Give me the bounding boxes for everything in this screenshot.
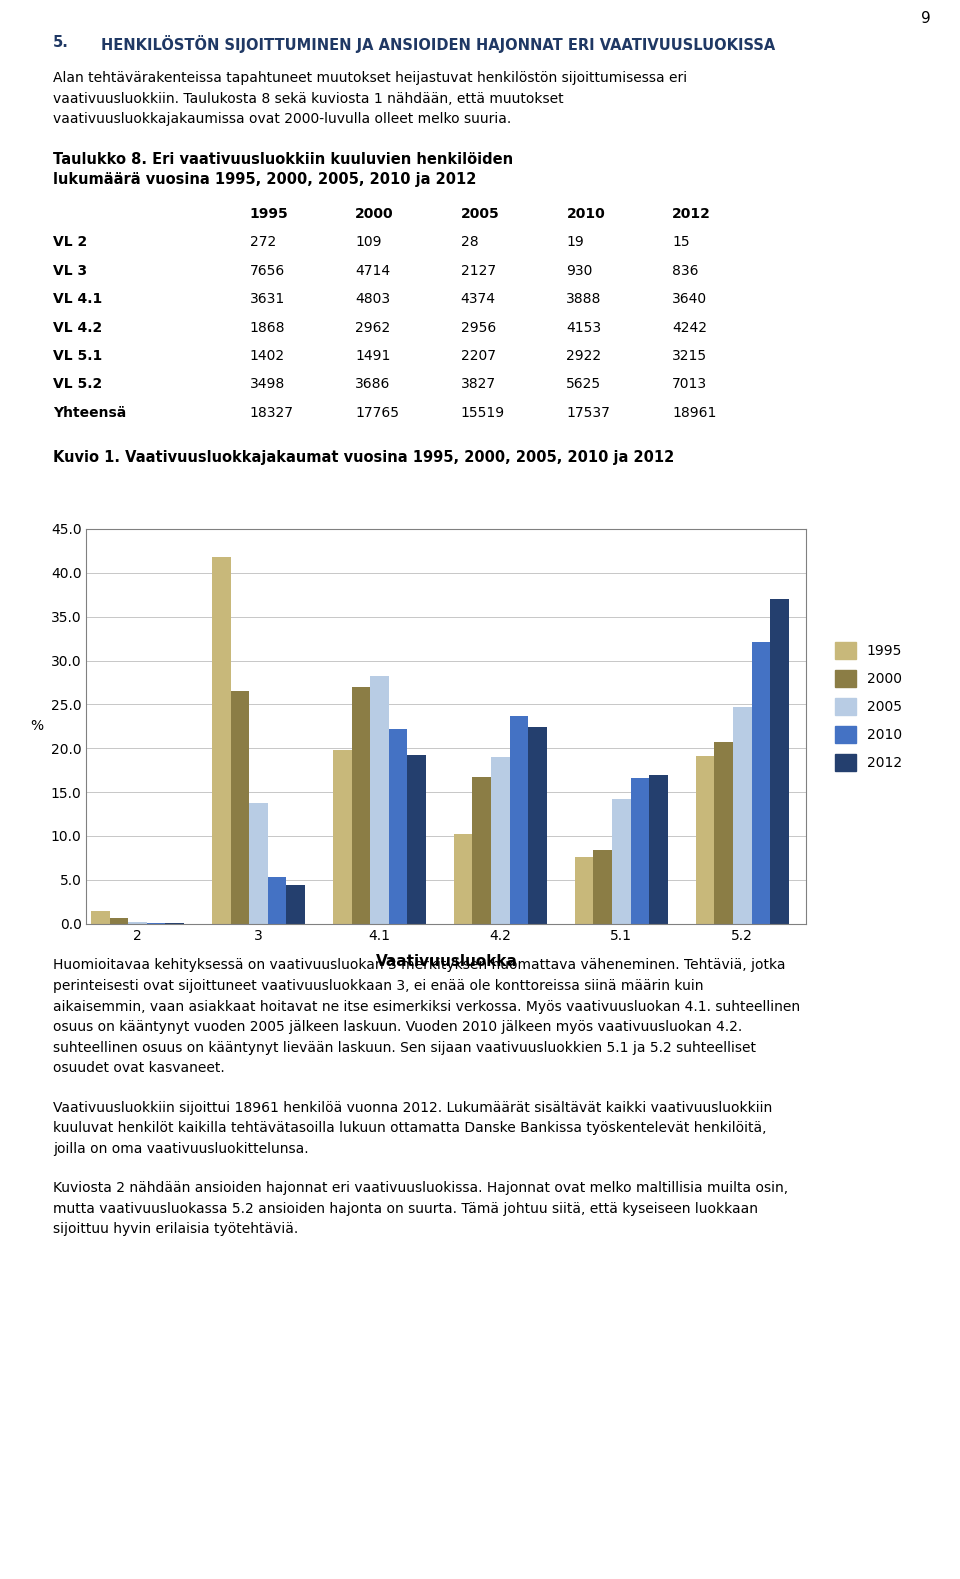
Text: Kuviosta 2 nähdään ansioiden hajonnat eri vaativuusluokissa. Hajonnat ovat melko: Kuviosta 2 nähdään ansioiden hajonnat er… bbox=[53, 1181, 788, 1195]
Bar bbox=[492, 756, 510, 924]
Text: 3827: 3827 bbox=[461, 377, 496, 392]
Bar bbox=[268, 878, 286, 924]
Text: vaativuusluokkiin. Taulukosta 8 sekä kuviosta 1 nähdään, että muutokset: vaativuusluokkiin. Taulukosta 8 sekä kuv… bbox=[53, 92, 564, 106]
Text: 19: 19 bbox=[566, 235, 584, 249]
Text: osuudet ovat kasvaneet.: osuudet ovat kasvaneet. bbox=[53, 1061, 225, 1075]
Bar bbox=[371, 676, 389, 924]
Text: aikaisemmin, vaan asiakkaat hoitavat ne itse esimerkiksi verkossa. Myös vaativuu: aikaisemmin, vaan asiakkaat hoitavat ne … bbox=[53, 1000, 800, 1014]
Bar bbox=[212, 557, 230, 924]
Text: 7013: 7013 bbox=[672, 377, 708, 392]
Text: 18327: 18327 bbox=[250, 406, 294, 420]
Text: 836: 836 bbox=[672, 264, 699, 278]
Bar bbox=[91, 911, 109, 924]
Bar bbox=[528, 728, 547, 924]
Text: 1868: 1868 bbox=[250, 321, 285, 335]
Text: Vaativuusluokkiin sijoittui 18961 henkilöä vuonna 2012. Lukumäärät sisältävät ka: Vaativuusluokkiin sijoittui 18961 henkil… bbox=[53, 1101, 772, 1115]
Text: 5625: 5625 bbox=[566, 377, 602, 392]
Text: 4374: 4374 bbox=[461, 292, 495, 306]
Bar bbox=[575, 857, 593, 924]
Text: osuus on kääntynyt vuoden 2005 jälkeen laskuun. Vuoden 2010 jälkeen myös vaativu: osuus on kääntynyt vuoden 2005 jälkeen l… bbox=[53, 1020, 742, 1034]
Text: 4714: 4714 bbox=[355, 264, 391, 278]
Text: 9: 9 bbox=[922, 11, 931, 25]
Text: 3640: 3640 bbox=[672, 292, 708, 306]
Bar bbox=[649, 775, 668, 924]
Text: 17537: 17537 bbox=[566, 406, 611, 420]
Text: 17765: 17765 bbox=[355, 406, 399, 420]
Text: 18961: 18961 bbox=[672, 406, 716, 420]
Text: 2956: 2956 bbox=[461, 321, 496, 335]
Text: 2922: 2922 bbox=[566, 349, 602, 363]
Text: joilla on oma vaativuusluokittelunsa.: joilla on oma vaativuusluokittelunsa. bbox=[53, 1142, 308, 1156]
Bar bbox=[407, 755, 426, 924]
Text: kuuluvat henkilöt kaikilla tehtävätasoilla lukuun ottamatta Danske Bankissa työs: kuuluvat henkilöt kaikilla tehtävätasoil… bbox=[53, 1121, 766, 1135]
Text: 3686: 3686 bbox=[355, 377, 391, 392]
Text: VL 5.2: VL 5.2 bbox=[53, 377, 102, 392]
Text: VL 2: VL 2 bbox=[53, 235, 87, 249]
Text: 2000: 2000 bbox=[355, 207, 394, 221]
Bar bbox=[286, 886, 305, 924]
Text: lukumäärä vuosina 1995, 2000, 2005, 2010 ja 2012: lukumäärä vuosina 1995, 2000, 2005, 2010… bbox=[53, 172, 476, 186]
Text: 7656: 7656 bbox=[250, 264, 285, 278]
Text: VL 4.2: VL 4.2 bbox=[53, 321, 102, 335]
Text: 3631: 3631 bbox=[250, 292, 285, 306]
Legend: 1995, 2000, 2005, 2010, 2012: 1995, 2000, 2005, 2010, 2012 bbox=[828, 635, 909, 778]
Text: 28: 28 bbox=[461, 235, 478, 249]
Text: 930: 930 bbox=[566, 264, 592, 278]
Bar bbox=[109, 919, 129, 924]
Bar bbox=[732, 707, 752, 924]
Text: 1491: 1491 bbox=[355, 349, 391, 363]
Text: perinteisesti ovat sijoittuneet vaativuusluokkaan 3, ei enää ole konttoreissa si: perinteisesti ovat sijoittuneet vaativuu… bbox=[53, 979, 704, 993]
Text: mutta vaativuusluokassa 5.2 ansioiden hajonta on suurta. Tämä johtuu siitä, että: mutta vaativuusluokassa 5.2 ansioiden ha… bbox=[53, 1202, 757, 1216]
Bar bbox=[714, 742, 732, 924]
Text: 3498: 3498 bbox=[250, 377, 285, 392]
Text: 2012: 2012 bbox=[672, 207, 710, 221]
Bar bbox=[770, 600, 789, 924]
Bar bbox=[333, 750, 351, 924]
Text: Yhteensä: Yhteensä bbox=[53, 406, 126, 420]
Text: sijoittuu hyvin erilaisia työtehtäviä.: sijoittuu hyvin erilaisia työtehtäviä. bbox=[53, 1222, 298, 1236]
Bar bbox=[593, 850, 612, 924]
Y-axis label: %: % bbox=[31, 720, 43, 733]
Text: HENKILÖSTÖN SIJOITTUMINEN JA ANSIOIDEN HAJONNAT ERI VAATIVUUSLUOKISSA: HENKILÖSTÖN SIJOITTUMINEN JA ANSIOIDEN H… bbox=[101, 35, 775, 52]
Text: 2127: 2127 bbox=[461, 264, 496, 278]
Bar bbox=[454, 834, 472, 924]
Text: 5.: 5. bbox=[53, 35, 69, 49]
Text: vaativuusluokkajakaumissa ovat 2000-luvulla olleet melko suuria.: vaativuusluokkajakaumissa ovat 2000-luvu… bbox=[53, 112, 511, 126]
Text: Alan tehtävärakenteissa tapahtuneet muutokset heijastuvat henkilöstön sijoittumi: Alan tehtävärakenteissa tapahtuneet muut… bbox=[53, 71, 687, 85]
Bar bbox=[230, 692, 250, 924]
X-axis label: Vaativuusluokka: Vaativuusluokka bbox=[375, 954, 517, 968]
Bar bbox=[612, 799, 631, 924]
Bar bbox=[696, 756, 714, 924]
Text: 15519: 15519 bbox=[461, 406, 505, 420]
Bar bbox=[472, 777, 492, 924]
Bar bbox=[510, 715, 528, 924]
Text: Taulukko 8. Eri vaativuusluokkiin kuuluvien henkilöiden: Taulukko 8. Eri vaativuusluokkiin kuuluv… bbox=[53, 152, 513, 166]
Bar bbox=[129, 922, 147, 924]
Text: 4153: 4153 bbox=[566, 321, 602, 335]
Text: VL 4.1: VL 4.1 bbox=[53, 292, 102, 306]
Text: VL 5.1: VL 5.1 bbox=[53, 349, 102, 363]
Text: 15: 15 bbox=[672, 235, 689, 249]
Text: 109: 109 bbox=[355, 235, 382, 249]
Text: 4803: 4803 bbox=[355, 292, 391, 306]
Bar bbox=[752, 643, 770, 924]
Text: suhteellinen osuus on kääntynyt lievään laskuun. Sen sijaan vaativuusluokkien 5.: suhteellinen osuus on kääntynyt lievään … bbox=[53, 1041, 756, 1055]
Text: 2010: 2010 bbox=[566, 207, 605, 221]
Text: Huomioitavaa kehityksessä on vaativuusluokan 3 merkityksen huomattava vähenemine: Huomioitavaa kehityksessä on vaativuuslu… bbox=[53, 958, 785, 973]
Text: Kuvio 1. Vaativuusluokkajakaumat vuosina 1995, 2000, 2005, 2010 ja 2012: Kuvio 1. Vaativuusluokkajakaumat vuosina… bbox=[53, 450, 674, 464]
Text: 2005: 2005 bbox=[461, 207, 499, 221]
Text: VL 3: VL 3 bbox=[53, 264, 87, 278]
Text: 3888: 3888 bbox=[566, 292, 602, 306]
Text: 1995: 1995 bbox=[250, 207, 288, 221]
Text: 272: 272 bbox=[250, 235, 276, 249]
Text: 2962: 2962 bbox=[355, 321, 391, 335]
Text: 2207: 2207 bbox=[461, 349, 495, 363]
Bar bbox=[389, 729, 407, 924]
Text: 1402: 1402 bbox=[250, 349, 285, 363]
Text: 4242: 4242 bbox=[672, 321, 707, 335]
Bar bbox=[631, 777, 649, 924]
Bar bbox=[250, 804, 268, 924]
Bar bbox=[351, 687, 371, 924]
Text: 3215: 3215 bbox=[672, 349, 708, 363]
